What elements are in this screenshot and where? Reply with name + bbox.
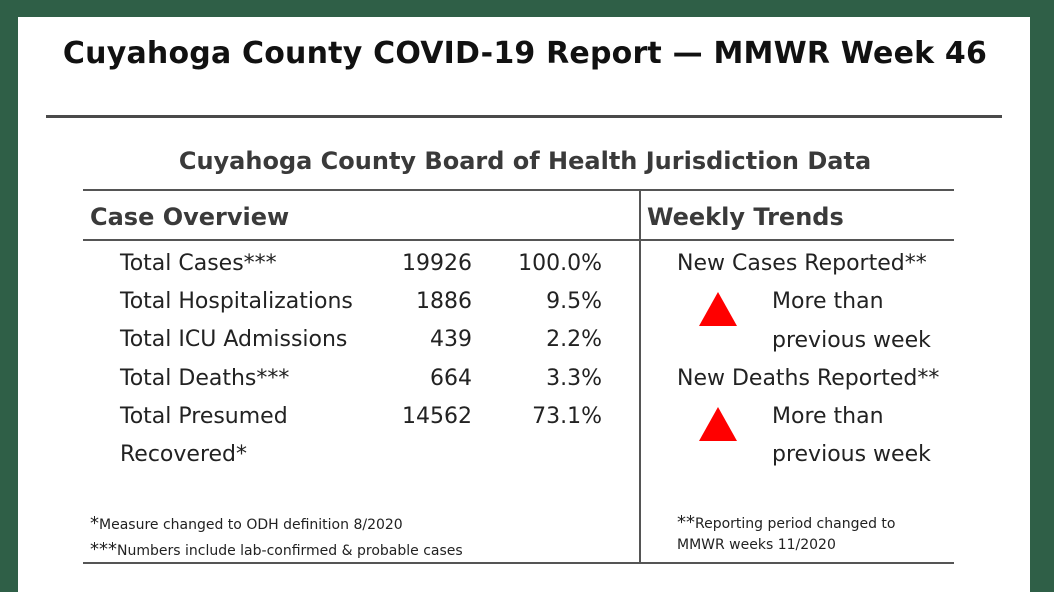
footnote-reporting-period: **Reporting period changed to (677, 512, 895, 533)
footnote-mark: *** (90, 539, 117, 560)
report-title: Cuyahoga County COVID-19 Report — MMWR W… (62, 36, 988, 71)
table-column-divider (639, 189, 641, 564)
trend-label-new-deaths: New Deaths Reported** (677, 366, 940, 391)
title-divider (46, 115, 1002, 118)
trend-text-new-cases-line2: previous week (772, 328, 931, 353)
footnote-mark: * (90, 513, 99, 534)
table-top-rule (83, 189, 954, 191)
trend-text-new-deaths-line2: previous week (772, 442, 931, 467)
row-label-total-icu-admissions: Total ICU Admissions (120, 327, 348, 352)
row-label-total-presumed-recovered: Total Presumed (120, 404, 288, 429)
footnote-text: Reporting period changed to (695, 516, 896, 532)
row-value-total-presumed-recovered: 14562 (402, 404, 472, 429)
report-panel (18, 17, 1030, 592)
footnote-text: Measure changed to ODH definition 8/2020 (99, 517, 403, 533)
row-label-total-deaths: Total Deaths*** (120, 366, 290, 391)
trend-text-new-deaths-line1: More than (772, 404, 884, 429)
row-label-total-hospitalizations: Total Hospitalizations (120, 289, 353, 314)
table-header-rule (83, 239, 954, 241)
trend-label-new-cases: New Cases Reported** (677, 251, 927, 276)
footnote-reporting-period-line2: MMWR weeks 11/2020 (677, 537, 836, 553)
row-percent-total-icu-admissions: 2.2% (546, 327, 602, 352)
footnote-mark: ** (677, 512, 695, 533)
row-value-total-icu-admissions: 439 (430, 327, 472, 352)
footnote-measure-changed: *Measure changed to ODH definition 8/202… (90, 513, 403, 534)
row-value-total-hospitalizations: 1886 (416, 289, 472, 314)
footnote-text: Numbers include lab-confirmed & probable… (117, 543, 463, 559)
trend-text-new-cases-line1: More than (772, 289, 884, 314)
row-label-total-cases: Total Cases*** (120, 251, 277, 276)
report-subtitle: Cuyahoga County Board of Health Jurisdic… (178, 147, 872, 175)
row-label-total-presumed-recovered-line2: Recovered* (120, 442, 248, 467)
trend-up-arrow-icon (699, 407, 737, 441)
trend-up-arrow-icon (699, 292, 737, 326)
footnote-lab-confirmed: ***Numbers include lab-confirmed & proba… (90, 539, 463, 560)
row-percent-total-cases: 100.0% (518, 251, 602, 276)
case-overview-heading: Case Overview (90, 203, 290, 231)
row-percent-total-presumed-recovered: 73.1% (532, 404, 602, 429)
row-percent-total-deaths: 3.3% (546, 366, 602, 391)
row-percent-total-hospitalizations: 9.5% (546, 289, 602, 314)
weekly-trends-heading: Weekly Trends (647, 203, 844, 231)
table-bottom-rule (83, 562, 954, 564)
row-value-total-deaths: 664 (430, 366, 472, 391)
row-value-total-cases: 19926 (402, 251, 472, 276)
